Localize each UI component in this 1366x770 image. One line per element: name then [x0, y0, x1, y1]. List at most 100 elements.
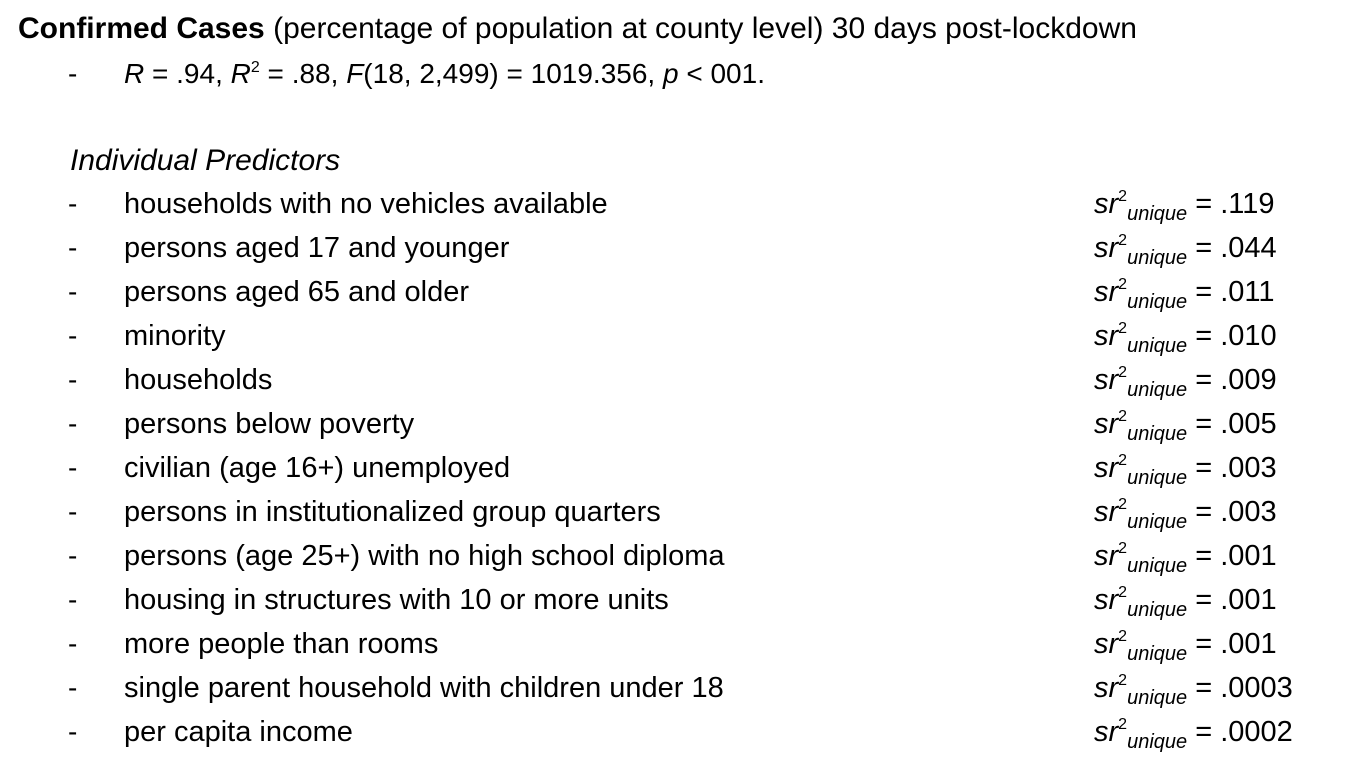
sr-symbol: sr: [1094, 584, 1119, 616]
equals-sign: =: [1187, 716, 1221, 748]
sr-symbol: sr: [1094, 540, 1119, 572]
bullet-dash: -: [68, 584, 78, 615]
sr-subscript: unique: [1127, 423, 1188, 445]
predictor-label: per capita income: [124, 716, 353, 748]
sr-symbol: sr: [1094, 452, 1119, 484]
sr-subscript: unique: [1127, 291, 1188, 313]
predictor-label: persons below poverty: [124, 408, 415, 440]
sr-subscript: unique: [1127, 467, 1188, 489]
predictor-statistic: sr2unique = .0002: [1094, 714, 1293, 753]
sr-symbol: sr: [1094, 716, 1119, 748]
sr-subscript: unique: [1127, 643, 1188, 665]
title-rest: (percentage of population at county leve…: [264, 12, 1137, 45]
sr-exponent: 2: [1118, 452, 1128, 469]
model-statistics: R = .94, R2 = .88, F(18, 2,499) = 1019.3…: [124, 56, 765, 92]
predictor-row: - households with no vehicles available sr…: [0, 186, 1366, 230]
sr-symbol: sr: [1094, 672, 1119, 704]
sr-exponent: 2: [1118, 320, 1128, 337]
document-title: Confirmed Cases (percentage of populatio…: [18, 10, 1137, 48]
predictor-row: - persons below poverty sr2unique = .005: [0, 406, 1366, 450]
p-text: < 001.: [678, 58, 765, 89]
sr-exponent: 2: [1118, 276, 1128, 293]
bullet-dash: -: [68, 628, 78, 659]
r-symbol: R: [124, 58, 145, 89]
predictor-statistic: sr2unique = .119: [1094, 186, 1275, 225]
predictor-row: - per capita income sr2unique = .0002: [0, 714, 1366, 758]
sr-exponent: 2: [1118, 188, 1128, 205]
bullet-dash: -: [68, 672, 78, 703]
sr-exponent: 2: [1118, 716, 1128, 733]
predictor-statistic: sr2unique = .001: [1094, 582, 1277, 621]
predictor-statistic: sr2unique = .011: [1094, 274, 1275, 313]
sr-value: .010: [1220, 320, 1277, 352]
sr-subscript: unique: [1127, 247, 1188, 269]
sr-subscript: unique: [1127, 599, 1188, 621]
title-bold: Confirmed Cases: [18, 12, 265, 45]
sr-exponent: 2: [1118, 672, 1128, 689]
predictor-list: - households with no vehicles available sr…: [0, 186, 1366, 758]
predictor-statistic: sr2unique = .005: [1094, 406, 1277, 445]
predictor-label: single parent household with children un…: [124, 672, 724, 704]
section-heading: Individual Predictors: [70, 144, 341, 177]
bullet-dash: -: [68, 364, 78, 395]
predictor-row: - persons aged 17 and younger sr2unique = …: [0, 230, 1366, 274]
predictor-row: - households sr2unique = .009: [0, 362, 1366, 406]
bullet-dash: -: [68, 496, 78, 527]
predictor-statistic: sr2unique = .0003: [1094, 670, 1293, 709]
bullet-dash: -: [68, 540, 78, 571]
sr-symbol: sr: [1094, 496, 1119, 528]
bullet-dash: -: [68, 188, 78, 219]
sr-exponent: 2: [1118, 232, 1128, 249]
predictor-row: - housing in structures with 10 or more u…: [0, 582, 1366, 626]
sr-exponent: 2: [1118, 540, 1128, 557]
r2-text: = .88,: [259, 58, 347, 89]
sr-symbol: sr: [1094, 364, 1119, 396]
equals-sign: =: [1187, 320, 1221, 352]
sr-value: .0002: [1220, 716, 1293, 748]
sr-symbol: sr: [1094, 628, 1119, 660]
predictor-label: persons aged 65 and older: [124, 276, 470, 308]
sr-subscript: unique: [1127, 731, 1188, 753]
predictor-row: - minority sr2unique = .010: [0, 318, 1366, 362]
equals-sign: =: [1187, 408, 1221, 440]
sr-value: .001: [1220, 628, 1277, 660]
r2-symbol: R: [230, 58, 251, 89]
stats-dash: -: [68, 58, 78, 89]
equals-sign: =: [1187, 452, 1221, 484]
predictor-label: households with no vehicles available: [124, 188, 608, 220]
sr-value: .009: [1220, 364, 1277, 396]
sr-subscript: unique: [1127, 687, 1188, 709]
sr-exponent: 2: [1118, 628, 1128, 645]
sr-value: .001: [1220, 540, 1277, 572]
sr-exponent: 2: [1118, 408, 1128, 425]
sr-subscript: unique: [1127, 203, 1188, 225]
bullet-dash: -: [68, 276, 78, 307]
predictor-statistic: sr2unique = .010: [1094, 318, 1277, 357]
predictor-label: civilian (age 16+) unemployed: [124, 452, 511, 484]
sr-value: .119: [1220, 188, 1275, 220]
predictor-row: - persons in institutionalized group quar…: [0, 494, 1366, 538]
sr-symbol: sr: [1094, 408, 1119, 440]
predictor-label: minority: [124, 320, 226, 352]
predictor-label: persons in institutionalized group quart…: [124, 496, 661, 528]
predictor-statistic: sr2unique = .003: [1094, 494, 1277, 532]
bullet-dash: -: [68, 452, 78, 483]
p-symbol: p: [662, 58, 679, 89]
bullet-dash: -: [68, 408, 78, 439]
sr-value: .011: [1220, 276, 1275, 308]
predictor-row: - persons aged 65 and older sr2unique = .0…: [0, 274, 1366, 318]
equals-sign: =: [1187, 496, 1221, 528]
sr-subscript: unique: [1127, 555, 1188, 577]
sr-exponent: 2: [1118, 584, 1128, 601]
sr-value: .0003: [1220, 672, 1293, 704]
sr-symbol: sr: [1094, 188, 1119, 220]
r2-exponent: 2: [250, 59, 260, 76]
predictor-statistic: sr2unique = .009: [1094, 362, 1277, 400]
equals-sign: =: [1187, 232, 1221, 264]
equals-sign: =: [1187, 540, 1221, 572]
sr-subscript: unique: [1127, 335, 1188, 357]
equals-sign: =: [1187, 672, 1221, 704]
equals-sign: =: [1187, 628, 1221, 660]
predictor-label: housing in structures with 10 or more un…: [124, 584, 669, 616]
bullet-dash: -: [68, 232, 78, 263]
